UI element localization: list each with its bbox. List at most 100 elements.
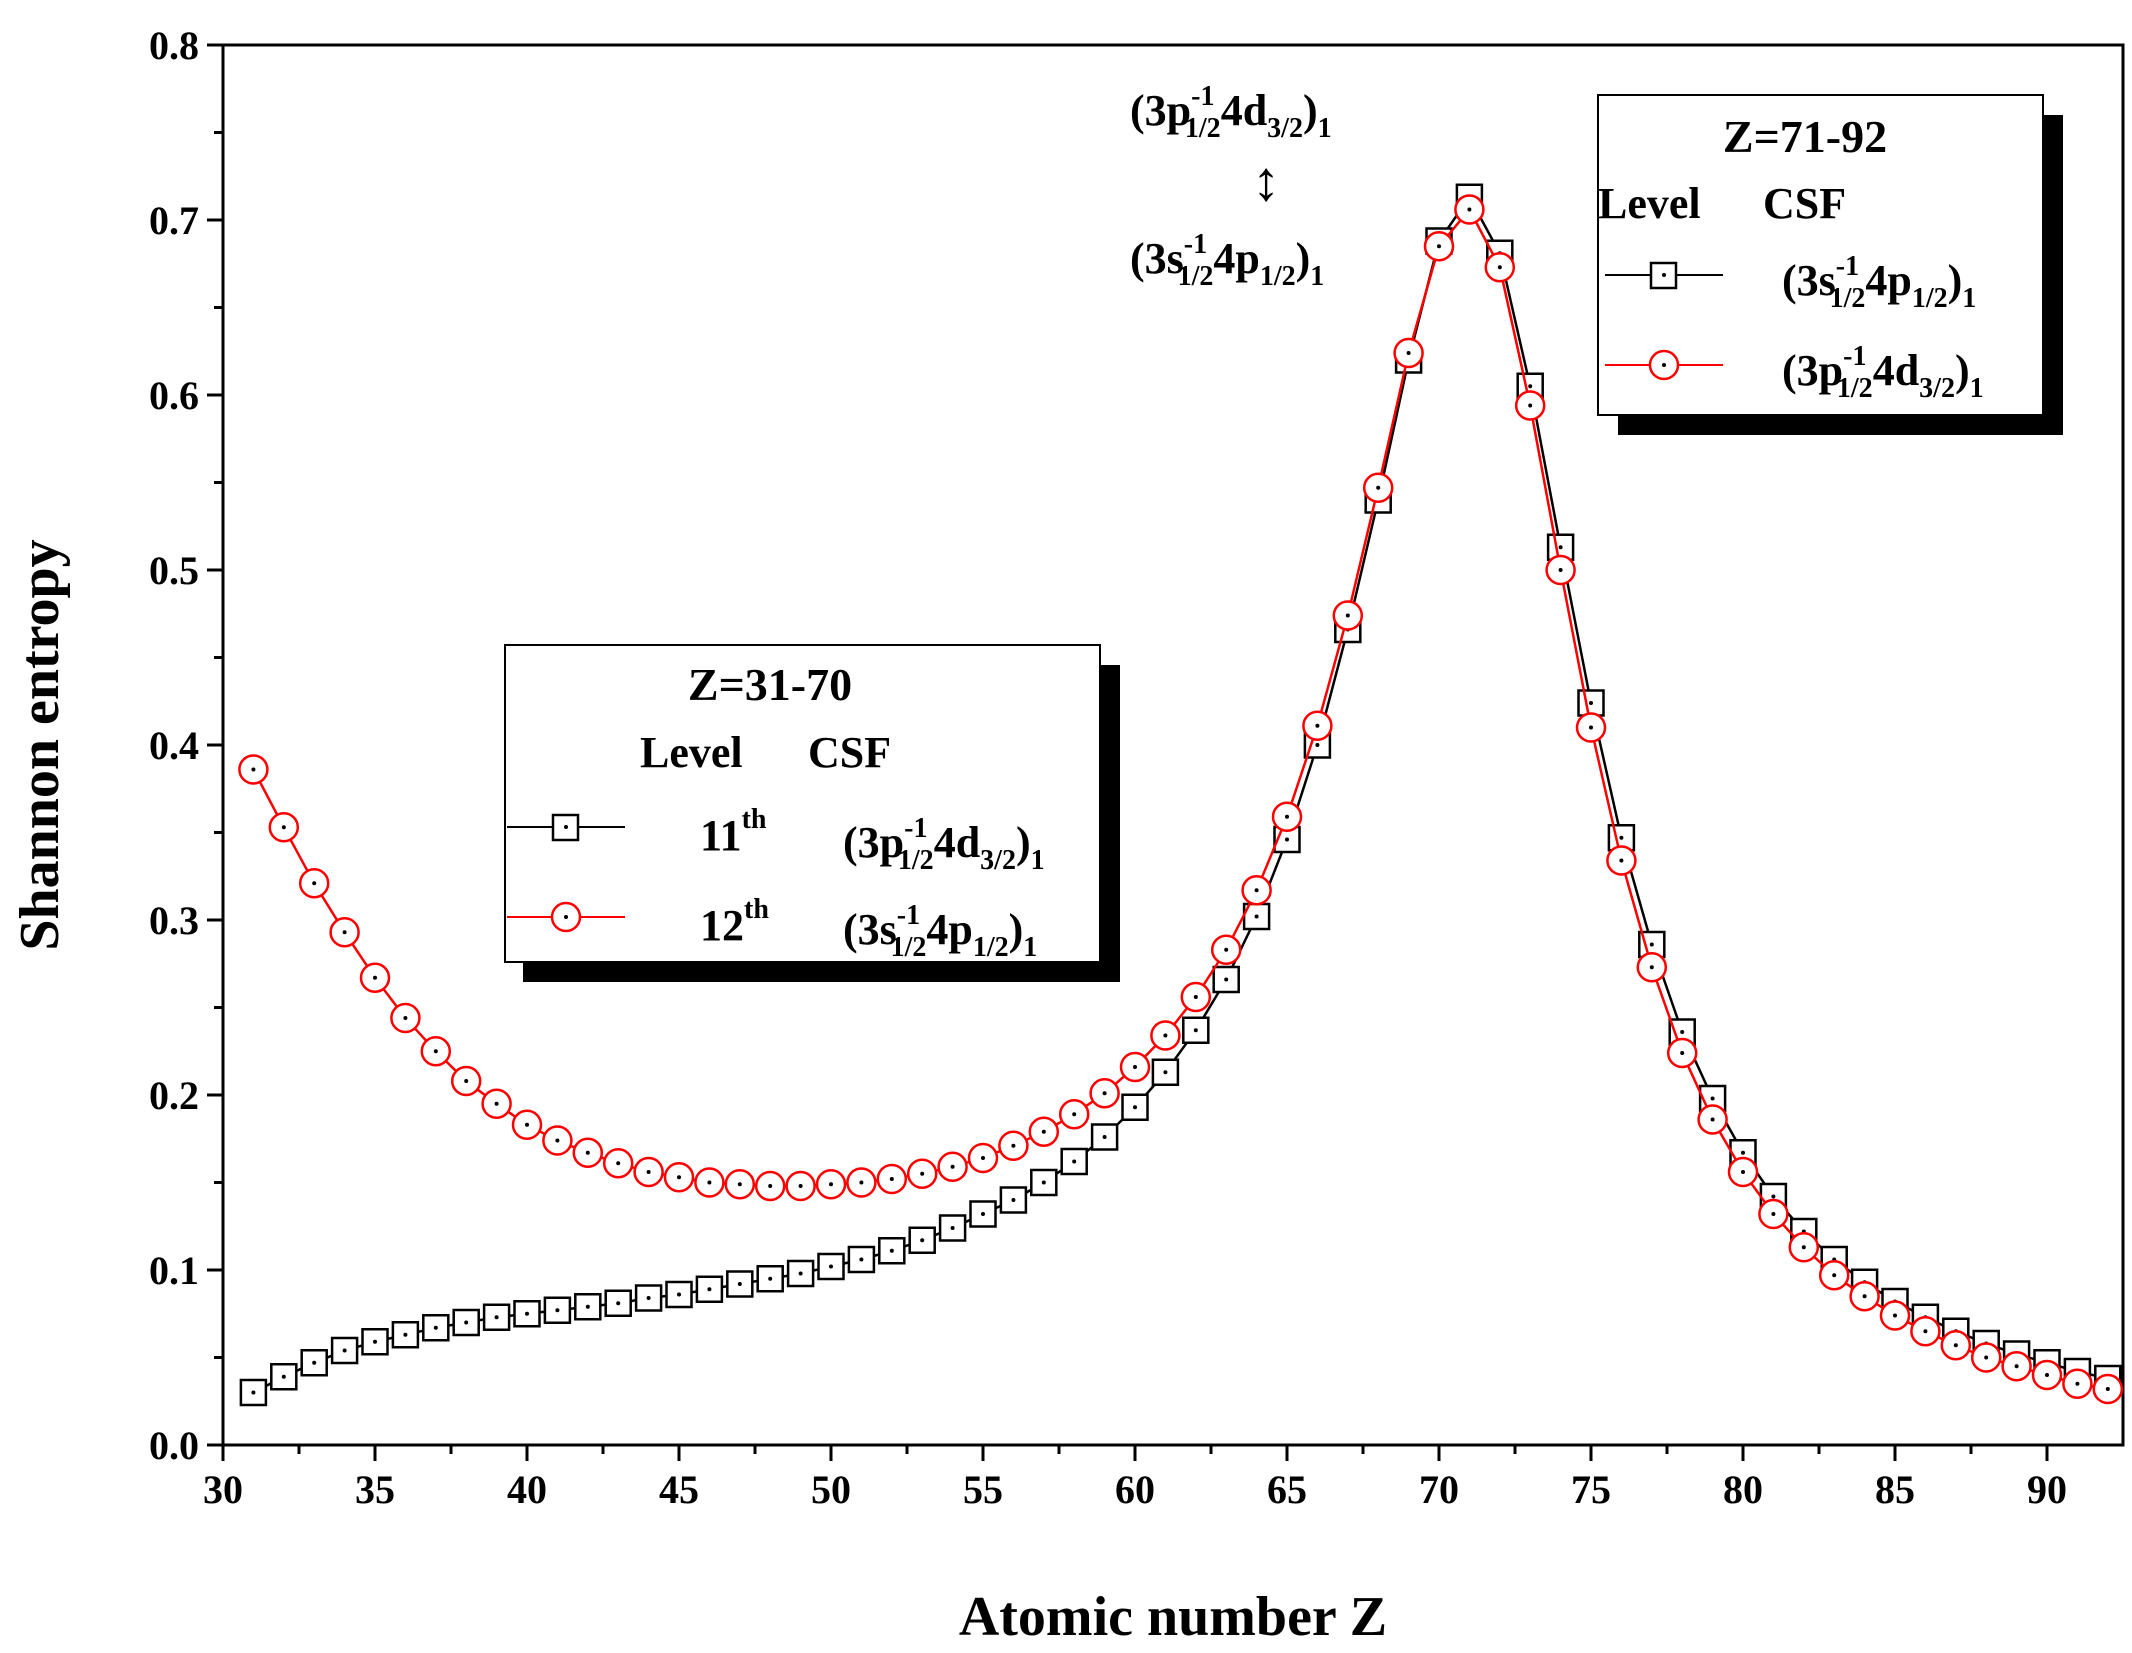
marker-center-dot	[1376, 485, 1381, 490]
y-tick-label: 0.8	[149, 23, 199, 68]
y-tick-label: 0.1	[149, 1248, 199, 1293]
marker-center-dot	[1680, 1051, 1685, 1055]
legend-title: Z=71-92	[1723, 111, 1887, 162]
marker-center-dot	[707, 1287, 712, 1292]
marker-center-dot	[1011, 1143, 1016, 1148]
marker-center-dot	[1923, 1329, 1928, 1334]
x-tick-label: 55	[963, 1467, 1003, 1512]
marker-center-dot	[859, 1257, 864, 1262]
marker-center-dot	[342, 1348, 347, 1353]
x-axis-label: Atomic number Z	[959, 1586, 1387, 1648]
marker-center-dot	[2105, 1387, 2110, 1391]
marker-center-dot	[585, 1304, 590, 1309]
marker-center-dot	[1345, 613, 1350, 618]
marker-center-dot	[768, 1184, 773, 1188]
marker-center-dot	[403, 1332, 408, 1337]
y-axis-tick-labels: 0.0 0.1 0.2 0.3 0.4 0.5 0.6 0.7 0.8	[149, 23, 199, 1468]
marker-center-dot	[1984, 1355, 1989, 1360]
y-axis-label: Shannon entropy	[9, 539, 71, 950]
marker-center-dot	[1528, 403, 1533, 408]
marker-center-dot	[1285, 814, 1289, 819]
legend-square-dot	[564, 825, 568, 829]
marker-center-dot	[251, 767, 256, 772]
marker-center-dot	[1163, 1070, 1168, 1075]
marker-center-dot	[585, 1150, 590, 1155]
legend-header-csf: CSF	[1763, 179, 1846, 228]
marker-center-dot	[1953, 1343, 1958, 1348]
legend-csf-3p4d: (3p-1 1/24d3/2)1	[1782, 341, 1984, 404]
marker-center-dot	[403, 1016, 408, 1020]
annotation-top-csf: (3p-1 1/24d3/2)1	[1130, 81, 1332, 144]
x-tick-label: 90	[2027, 1467, 2067, 1512]
marker-center-dot	[342, 930, 347, 935]
series-layer	[238, 183, 2124, 1407]
marker-center-dot	[1193, 1028, 1198, 1033]
x-tick-label: 30	[203, 1467, 243, 1512]
square-marker	[604, 1289, 632, 1317]
marker-center-dot	[1558, 568, 1563, 572]
marker-center-dot	[1680, 1030, 1685, 1034]
marker-center-dot	[1589, 701, 1593, 705]
marker-center-dot	[1102, 1091, 1107, 1096]
y-tick-label: 0.0	[149, 1423, 199, 1468]
legend-csf-3p4d: (3p-1 1/24d3/2)1	[843, 813, 1045, 876]
y-tick-label: 0.6	[149, 373, 199, 418]
marker-center-dot	[464, 1320, 469, 1325]
marker-center-dot	[920, 1238, 925, 1243]
marker-center-dot	[950, 1226, 955, 1230]
marker-center-dot	[1041, 1180, 1046, 1185]
x-tick-label: 50	[811, 1467, 851, 1512]
square-marker	[878, 1237, 906, 1265]
marker-center-dot	[2075, 1381, 2080, 1386]
marker-center-dot	[1771, 1194, 1776, 1199]
annotation-arrow: ↕	[1252, 151, 1280, 213]
marker-center-dot	[1315, 723, 1320, 728]
marker-center-dot	[312, 881, 317, 886]
y-tick-label: 0.2	[149, 1073, 199, 1118]
marker-center-dot	[1254, 914, 1259, 919]
marker-center-dot	[1224, 947, 1229, 952]
x-tick-label: 85	[1875, 1467, 1915, 1512]
marker-center-dot	[2045, 1373, 2049, 1377]
legend-csf-3s4p: (3s-1 1/24p1/2)1	[1782, 251, 1976, 314]
x-tick-label: 70	[1419, 1467, 1459, 1512]
marker-center-dot	[798, 1184, 803, 1188]
marker-center-dot	[981, 1156, 985, 1160]
marker-center-dot	[525, 1311, 529, 1316]
marker-center-dot	[373, 975, 377, 980]
marker-center-dot	[1862, 1294, 1867, 1299]
marker-center-dot	[433, 1049, 438, 1054]
square-marker	[1090, 1123, 1119, 1151]
marker-center-dot	[768, 1276, 773, 1281]
legend-square-marker	[1649, 261, 1678, 290]
marker-center-dot	[1649, 942, 1654, 947]
marker-center-dot	[1741, 1150, 1745, 1155]
legend-header-csf: CSF	[808, 728, 891, 777]
marker-center-dot	[251, 1390, 256, 1395]
square-marker	[452, 1308, 480, 1337]
marker-center-dot	[798, 1271, 803, 1276]
marker-center-dot	[1437, 244, 1441, 249]
marker-center-dot	[1406, 351, 1411, 355]
marker-center-dot	[677, 1175, 681, 1180]
annotation-bottom-csf: (3s-1 1/24p1/2)1	[1130, 229, 1324, 292]
marker-center-dot	[1467, 207, 1472, 212]
marker-center-dot	[616, 1301, 621, 1306]
marker-center-dot	[555, 1138, 560, 1143]
x-tick-label: 35	[355, 1467, 395, 1512]
marker-center-dot	[312, 1360, 317, 1365]
marker-center-dot	[1133, 1065, 1137, 1069]
marker-center-dot	[1649, 965, 1654, 970]
peak-annotation: (3p-1 1/24d3/2)1 ↕ (3s-1 1/24p1/2)1	[1130, 81, 1332, 292]
square-marker	[482, 1303, 511, 1331]
y-tick-label: 0.7	[149, 198, 199, 243]
legend-header-level: Level	[640, 728, 743, 777]
marker-center-dot	[677, 1292, 681, 1297]
marker-center-dot	[494, 1101, 499, 1106]
x-tick-label: 80	[1723, 1467, 1763, 1512]
x-tick-label: 65	[1267, 1467, 1307, 1512]
marker-center-dot	[859, 1180, 864, 1185]
square-marker	[695, 1275, 724, 1303]
marker-center-dot	[1893, 1313, 1897, 1318]
